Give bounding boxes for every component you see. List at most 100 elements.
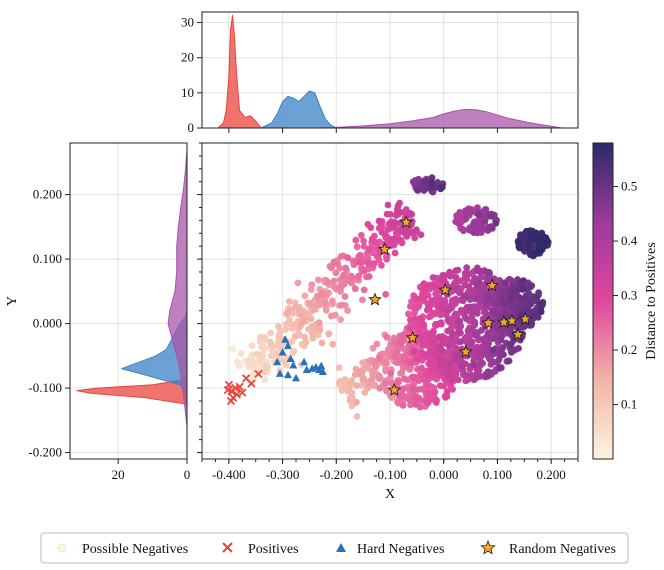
possible-negative-point: [331, 283, 338, 291]
possible-negative-point: [408, 210, 415, 218]
possible-negative-point: [472, 332, 479, 339]
possible-negative-point: [353, 243, 361, 251]
possible-negative-point: [397, 393, 405, 400]
possible-negative-point: [414, 186, 422, 194]
possible-negative-point: [484, 372, 492, 380]
possible-negative-point: [457, 224, 465, 232]
possible-negative-point: [267, 329, 274, 337]
possible-negative-point: [387, 370, 395, 377]
possible-negative-point: [273, 350, 281, 357]
colorbar-tick-label: 0.4: [621, 233, 638, 248]
possible-negative-point: [237, 350, 245, 357]
possible-negative-point: [325, 330, 333, 338]
possible-negative-point: [484, 329, 492, 337]
possible-negative-point: [244, 357, 252, 365]
possible-negative-point: [229, 345, 237, 353]
possible-negative-point: [344, 386, 352, 393]
possible-negative-point: [415, 315, 423, 322]
possible-negative-point: [373, 340, 381, 348]
possible-negative-point: [538, 246, 545, 254]
possible-negative-point: [534, 236, 541, 244]
possible-negative-point: [492, 220, 500, 227]
possible-negative-point: [261, 368, 268, 376]
possible-negative-point: [338, 301, 346, 309]
positive-point-stroke: [241, 374, 251, 383]
possible-negative-point: [385, 241, 393, 248]
possible-negative-point: [472, 295, 479, 303]
possible-negative-point: [283, 309, 291, 316]
left-density-possible-negatives: [167, 148, 187, 428]
x-tick-label: 0.000: [429, 467, 458, 482]
possible-negative-point: [445, 306, 453, 314]
hard-negative-point: [283, 341, 292, 350]
possible-negative-point: [425, 281, 433, 289]
possible-negative-point: [527, 232, 535, 240]
possible-negative-point: [410, 386, 418, 394]
possible-negative-point: [446, 364, 454, 371]
possible-negative-point: [411, 374, 419, 382]
positive-point: [232, 390, 242, 399]
random-negative-point: [368, 292, 382, 306]
random-negative-point: [481, 315, 496, 329]
possible-negative-point: [490, 307, 497, 315]
possible-negative-point: [292, 304, 300, 311]
possible-negative-point: [266, 338, 274, 346]
possible-negative-point: [288, 338, 296, 345]
possible-negative-point: [507, 295, 515, 302]
possible-negative-point: [466, 303, 474, 311]
possible-negative-point: [452, 344, 460, 352]
possible-negative-point: [375, 217, 383, 225]
possible-negative-point: [524, 244, 532, 252]
possible-negative-point: [422, 381, 430, 388]
possible-negative-point: [457, 362, 465, 370]
possible-negative-point: [391, 353, 398, 360]
possible-negative-point: [250, 358, 258, 366]
colorbar-ticks: 0.1 0.2 0.3 0.4 0.5: [613, 179, 638, 412]
random-negative-point: [518, 311, 533, 325]
possible-negative-point: [428, 179, 436, 187]
possible-negative-point: [357, 231, 365, 239]
random-negative-point: [505, 313, 519, 327]
possible-negative-point: [318, 339, 326, 347]
possible-negative-point: [308, 281, 316, 289]
colorbar-tick-label: 0.5: [621, 179, 637, 194]
positive-point-stroke: [254, 369, 263, 379]
possible-negative-point: [466, 326, 474, 333]
top-y-tick-label: 20: [181, 50, 194, 65]
possible-negative-point: [519, 285, 527, 293]
left-grid: [70, 143, 188, 459]
possible-negative-point: [524, 307, 532, 315]
random-negative-point: [377, 242, 392, 256]
possible-negative-point: [461, 270, 469, 277]
possible-negative-point: [275, 322, 282, 330]
axis-ticks: -0.400 -0.300 -0.200 -0.100 0.000 0.100 0.200 -…: [28, 15, 579, 482]
possible-negative-point: [401, 375, 408, 383]
possible-negative-point: [474, 267, 482, 275]
possible-negative-point: [449, 385, 456, 393]
possible-negative-point: [397, 339, 405, 347]
possible-negative-point: [490, 358, 497, 366]
possible-negative-point: [501, 279, 509, 287]
positive-point-stroke: [232, 390, 242, 399]
possible-negative-point: [329, 297, 336, 305]
possible-negative-point: [462, 207, 469, 215]
possible-negative-point: [427, 359, 435, 367]
possible-negative-point: [514, 301, 522, 309]
possible-negative-point: [443, 388, 451, 395]
possible-negative-point: [301, 333, 308, 341]
possible-negative-point: [479, 359, 486, 367]
possible-negative-point: [462, 308, 470, 315]
possible-negative-point: [501, 300, 509, 308]
y-tick-label: -0.200: [28, 445, 62, 460]
possible-negative-point: [364, 259, 372, 267]
positive-point-stroke: [238, 388, 247, 397]
possible-negative-point: [537, 308, 545, 316]
possible-negative-point: [387, 211, 394, 218]
possible-negative-point: [475, 367, 483, 375]
possible-negative-point: [358, 381, 366, 389]
x-tick-label: -0.200: [319, 467, 353, 482]
possible-negative-point: [337, 316, 344, 323]
possible-negative-point: [365, 273, 373, 280]
legend-label-random-negatives: Random Negatives: [509, 542, 616, 557]
possible-negative-point: [360, 266, 368, 274]
